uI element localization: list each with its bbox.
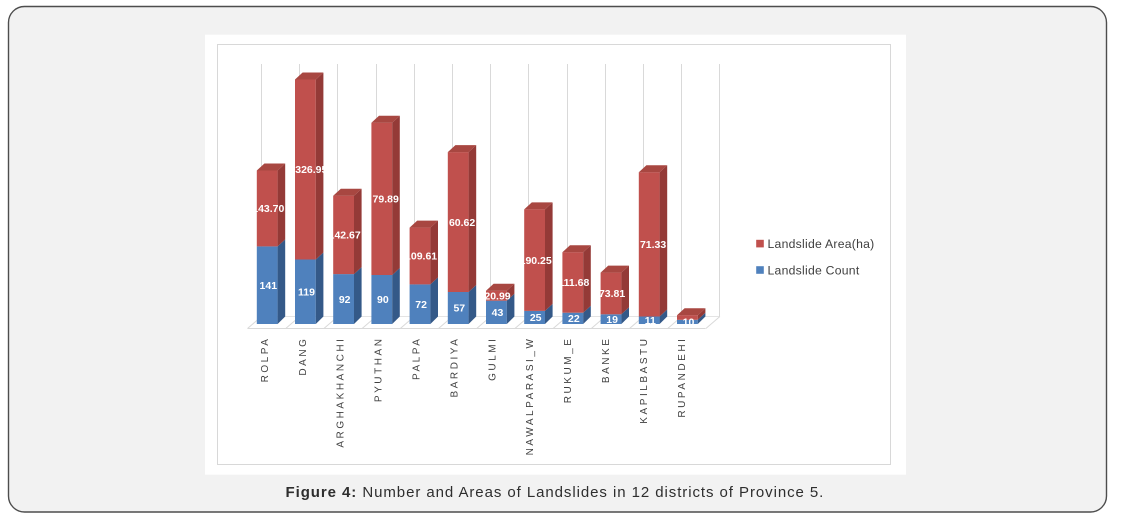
svg-text:79.89: 79.89 <box>373 194 399 206</box>
svg-text:PALPA: PALPA <box>412 337 423 381</box>
svg-text:NAWALPARASI_W: NAWALPARASI_W <box>525 337 536 456</box>
svg-text:22: 22 <box>568 313 580 325</box>
svg-text:PYUTHAN: PYUTHAN <box>374 337 385 403</box>
svg-text:143.70: 143.70 <box>252 203 284 215</box>
svg-text:141: 141 <box>260 280 278 292</box>
svg-text:25: 25 <box>530 312 542 324</box>
svg-text:Landslide Area(ha): Landslide Area(ha) <box>768 237 875 251</box>
svg-text:111.68: 111.68 <box>558 277 589 289</box>
svg-text:20.99: 20.99 <box>484 290 510 302</box>
svg-text:Landslide Count: Landslide Count <box>768 263 860 277</box>
svg-text:90: 90 <box>377 294 389 306</box>
svg-text:60.62: 60.62 <box>449 217 475 229</box>
svg-text:57: 57 <box>453 303 465 315</box>
svg-text:BARDIYA: BARDIYA <box>449 337 460 398</box>
svg-text:10: 10 <box>683 317 695 329</box>
svg-text:RUKUM_E: RUKUM_E <box>563 337 574 404</box>
svg-text:73.81: 73.81 <box>599 288 625 300</box>
svg-text:142.67: 142.67 <box>329 230 361 242</box>
svg-text:43: 43 <box>492 307 504 319</box>
svg-text:ARGHAKHANCHI: ARGHAKHANCHI <box>336 337 347 448</box>
svg-text:326.95: 326.95 <box>295 164 327 176</box>
svg-text:KAPILBASTU: KAPILBASTU <box>639 337 650 424</box>
svg-text:GULMI: GULMI <box>487 337 498 381</box>
svg-text:190.25: 190.25 <box>520 255 552 267</box>
svg-text:71.33: 71.33 <box>640 239 666 251</box>
svg-text:19: 19 <box>606 314 618 326</box>
svg-text:RUPANDEHI: RUPANDEHI <box>677 337 688 418</box>
svg-text:11: 11 <box>645 315 656 327</box>
svg-text:72: 72 <box>415 299 427 311</box>
svg-text:109.61: 109.61 <box>405 251 437 263</box>
svg-text:119: 119 <box>298 286 315 298</box>
svg-text:ROLPA: ROLPA <box>260 337 271 383</box>
svg-text:DANG: DANG <box>298 337 309 376</box>
svg-text:92: 92 <box>339 294 351 306</box>
svg-text:BANKE: BANKE <box>601 337 612 384</box>
svg-text:Figure 4: Number and Areas of: Figure 4: Number and Areas of Landslides… <box>286 484 825 501</box>
